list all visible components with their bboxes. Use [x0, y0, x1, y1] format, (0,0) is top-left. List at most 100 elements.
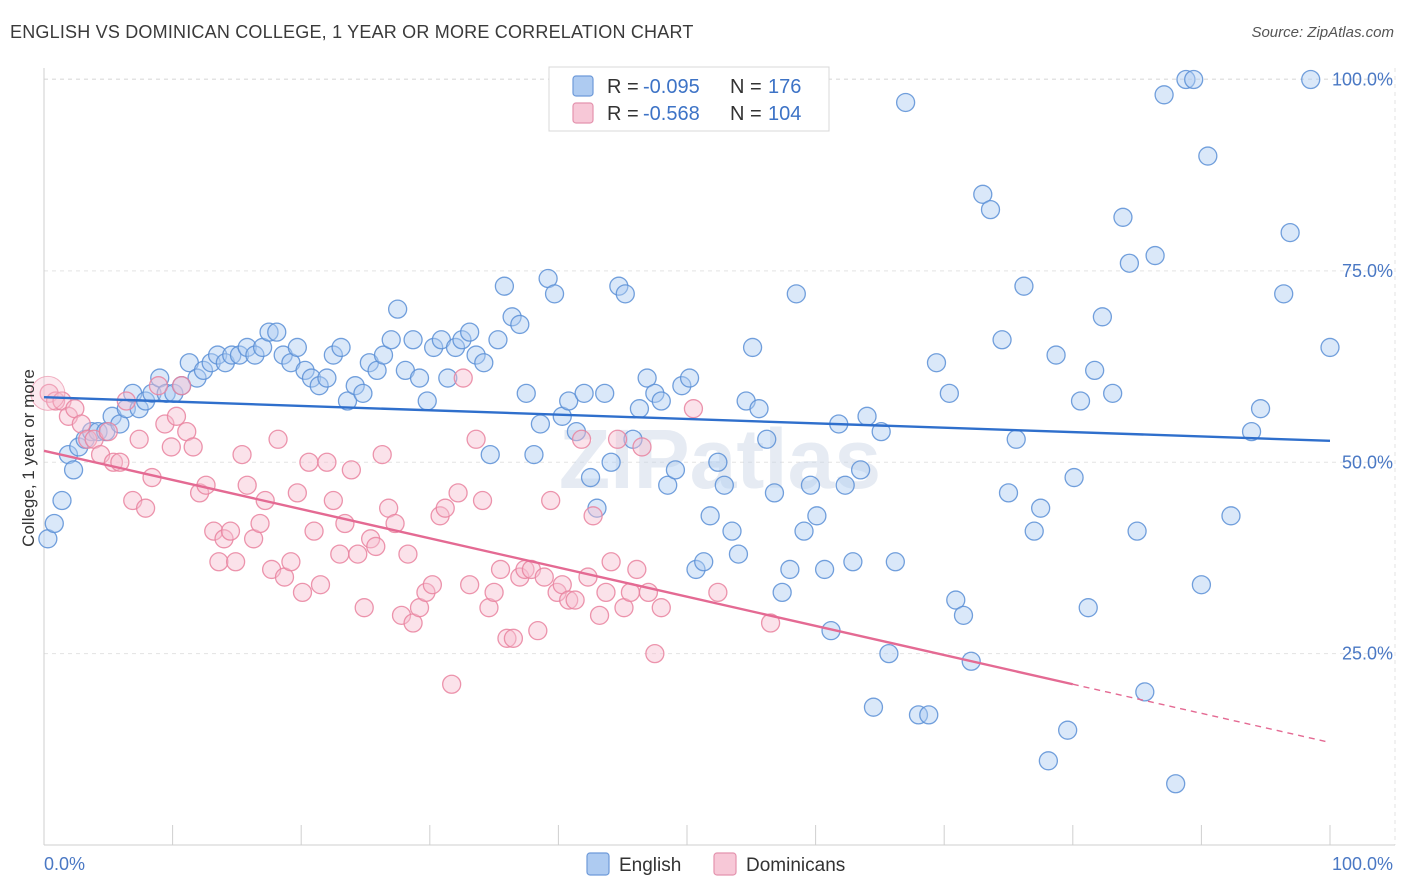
english-point [794, 521, 814, 541]
english-point [544, 284, 565, 304]
english-point [445, 337, 466, 358]
dominicans-point [237, 475, 257, 495]
dominicans-point [534, 567, 554, 587]
english-point [142, 383, 162, 404]
stats-legend: R = -0.095 N = 176 R = -0.568 N = 104 [548, 66, 830, 132]
english-point [1092, 307, 1113, 327]
english-point [857, 406, 877, 426]
english-point [772, 582, 792, 603]
legend-n-value-dominicans: 104 [768, 103, 801, 125]
dominicans-point [348, 544, 368, 564]
english-point [885, 552, 905, 572]
english-point [510, 314, 530, 335]
dominicans-point [596, 582, 616, 603]
english-point [992, 330, 1012, 350]
dominicans-point [220, 521, 241, 541]
english-point [757, 429, 777, 449]
dominicans-point [645, 643, 665, 664]
dominicans-point [354, 598, 374, 618]
english-point [309, 376, 329, 396]
english-point [63, 460, 84, 480]
english-point [524, 444, 544, 465]
english-trend-line [43, 395, 1331, 443]
english-point [629, 399, 650, 419]
english-point [1113, 207, 1133, 227]
english-point [895, 92, 916, 113]
english-point [1127, 521, 1147, 541]
dominicans-point [171, 376, 192, 396]
dominicans-point [98, 421, 118, 442]
english-point [323, 345, 344, 365]
english-point [1024, 521, 1044, 541]
english-point [879, 643, 899, 664]
dominicans-point [683, 399, 704, 419]
english-point [1274, 284, 1294, 304]
english-point [559, 391, 579, 411]
english-point [814, 559, 835, 580]
english-point [686, 559, 706, 580]
english-point [193, 360, 214, 381]
english-point [1046, 345, 1066, 365]
english-point [1241, 421, 1262, 442]
dominicans-trend-extension [1072, 683, 1331, 744]
tick-labels: 25.0% 50.0% 75.0% 100.0% 0.0% 100.0% [44, 70, 1393, 875]
dominicans-point [484, 582, 504, 603]
english-point [207, 345, 228, 365]
english-point [1301, 69, 1321, 90]
english-point [609, 276, 629, 296]
dominicans-point [330, 544, 350, 564]
english-point [807, 506, 827, 526]
bottom-legend-label-dominicans: Dominicans [746, 855, 845, 876]
english-point [615, 284, 635, 304]
legend-r-label-english: R = [607, 76, 639, 98]
english-point [1221, 506, 1241, 526]
dominicans-point [310, 575, 331, 595]
english-point [850, 460, 871, 480]
dominicans-point [341, 460, 362, 480]
english-point [201, 353, 221, 373]
dominicans-point [541, 490, 561, 511]
english-point [331, 337, 351, 358]
legend-r-value-dominicans: -0.568 [643, 103, 700, 125]
english-point [1154, 85, 1174, 105]
english-point [1070, 391, 1091, 411]
dominicans-point [225, 552, 246, 572]
english-point [438, 368, 458, 388]
english-point [843, 552, 863, 572]
x-tick-label-min: 0.0% [44, 854, 85, 874]
english-point [939, 383, 959, 404]
english-point [267, 322, 287, 342]
x-tick-label-max: 100.0% [1332, 854, 1393, 874]
english-point [474, 353, 494, 373]
y-axis-label: College, 1 year or more [19, 369, 38, 547]
english-point [353, 383, 373, 404]
english-point [502, 307, 522, 327]
english-point [1250, 399, 1271, 419]
dominicans-point [571, 429, 592, 449]
english-point [466, 345, 486, 365]
english-point [1031, 498, 1051, 518]
english-point [516, 383, 536, 404]
english-point [672, 376, 692, 396]
dominicans-point [503, 628, 524, 648]
dominicans-point [760, 613, 781, 633]
dominicans-point [292, 582, 313, 603]
dominicans-point [460, 575, 480, 595]
english-point [259, 322, 279, 342]
english-point [953, 605, 974, 625]
english-point [764, 483, 785, 503]
english-point [658, 475, 678, 495]
legend-n-label-english: N = [730, 76, 762, 98]
english-point [417, 391, 437, 411]
series-legend: English Dominicans [586, 852, 845, 876]
english-point [44, 513, 64, 534]
english-point [530, 414, 551, 434]
dominicans-point [287, 483, 307, 503]
dominicans-point [189, 483, 210, 503]
legend-n-label-dominicans: N = [730, 103, 762, 125]
dominicans-point [268, 429, 288, 449]
dominicans-point [565, 590, 585, 610]
dominicans-point [135, 498, 156, 518]
english-point [1166, 774, 1186, 794]
english-point [301, 368, 322, 388]
